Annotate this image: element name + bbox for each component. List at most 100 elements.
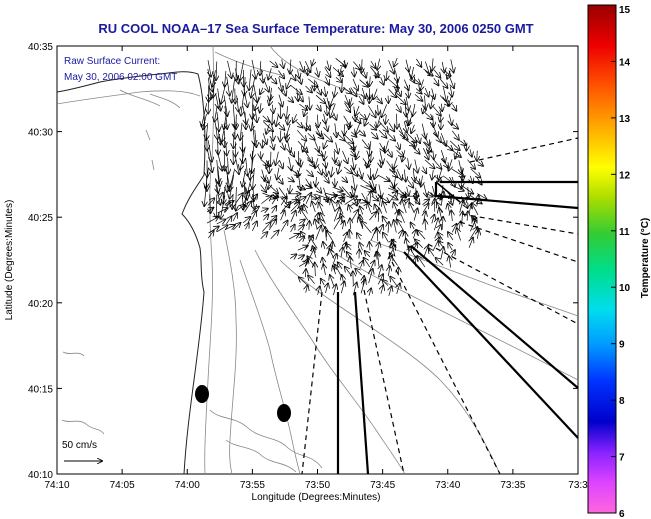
x-tick-label: 73:55 (240, 480, 265, 491)
current-vector (224, 95, 227, 116)
current-vector (333, 208, 339, 222)
current-vector (359, 95, 364, 104)
current-vector (353, 141, 354, 151)
current-vector (449, 140, 460, 150)
current-vector (406, 96, 409, 111)
current-vector (260, 209, 268, 212)
current-vector (216, 220, 226, 224)
chart-title: RU COOL NOAA–17 Sea Surface Temperature:… (98, 21, 533, 36)
current-vector (246, 157, 248, 176)
current-vector (467, 159, 476, 169)
plot-frame (56, 45, 579, 475)
current-vector (323, 264, 325, 276)
current-vector (269, 76, 276, 84)
current-vector (335, 194, 344, 196)
current-vector (349, 205, 351, 213)
current-vector (323, 187, 328, 202)
current-vector (220, 195, 226, 219)
current-vector (315, 226, 321, 240)
current-vector (406, 59, 409, 72)
colorbar-tick-label: 9 (619, 340, 625, 351)
current-vector (314, 183, 321, 193)
current-vector (350, 219, 351, 230)
coastline (56, 71, 206, 475)
current-vector (269, 94, 272, 106)
current-vector (429, 248, 435, 257)
current-vector (468, 186, 469, 198)
y-tick-label: 40:35 (28, 42, 53, 53)
current-vector (353, 283, 357, 296)
current-vector (276, 114, 278, 127)
current-vector (381, 285, 383, 294)
current-vector (233, 213, 237, 222)
current-vector (360, 206, 363, 215)
current-vector (297, 167, 300, 177)
current-vector (215, 178, 218, 193)
current-vector (432, 158, 441, 169)
current-vector (304, 105, 308, 116)
current-vector (217, 159, 219, 183)
current-vector (216, 193, 223, 204)
current-vector (433, 69, 440, 78)
colorbar (587, 4, 617, 514)
current-vector (216, 225, 228, 233)
current-vector (414, 140, 415, 148)
annotation-line: May 30, 2006 02:00 GMT (64, 72, 177, 83)
current-vector (287, 132, 288, 142)
current-vector (286, 106, 287, 119)
current-vector (270, 231, 279, 239)
current-vector (423, 166, 427, 174)
current-vector (377, 58, 380, 70)
current-vector (243, 88, 248, 108)
current-vector (469, 238, 473, 248)
current-vector (396, 103, 401, 112)
current-vector (278, 70, 284, 79)
current-vector (397, 284, 400, 295)
current-vector (368, 269, 373, 284)
current-vector (424, 159, 435, 169)
current-vector (433, 150, 434, 160)
current-vector (448, 95, 451, 106)
current-vector (324, 113, 326, 124)
current-vector (290, 184, 291, 193)
current-vector (356, 150, 360, 160)
current-vector (370, 76, 371, 86)
current-vector (370, 131, 378, 139)
current-vector (263, 133, 267, 144)
current-vector (261, 151, 262, 158)
current-vector (344, 102, 351, 112)
current-vector (297, 246, 308, 250)
current-vector (362, 87, 365, 98)
current-vector (415, 240, 423, 249)
current-vector (390, 253, 398, 266)
current-vector (252, 96, 253, 119)
current-vector (230, 168, 236, 191)
current-vector (386, 70, 387, 80)
current-vector (466, 142, 467, 151)
current-vector (442, 61, 444, 73)
current-vector (404, 169, 405, 182)
current-vector (312, 58, 314, 66)
current-vector (413, 230, 416, 239)
current-vector (388, 60, 395, 73)
scale-label: 50 cm/s (62, 440, 97, 451)
current-vector (206, 208, 213, 212)
current-vector (315, 94, 325, 103)
current-vector (207, 231, 214, 239)
current-vector (333, 285, 336, 296)
station-marker (195, 385, 209, 403)
current-vector (207, 149, 212, 172)
current-vector (296, 121, 302, 128)
current-vector (327, 231, 334, 242)
current-vector (432, 88, 435, 99)
current-vector (335, 159, 339, 166)
current-vector (457, 228, 461, 241)
current-vector (242, 168, 245, 187)
current-vector (263, 78, 269, 92)
current-vector (291, 149, 295, 157)
current-vector (433, 115, 434, 127)
colorbar-tick-label: 15 (619, 5, 631, 16)
current-vector (282, 142, 285, 150)
current-vector (240, 148, 246, 169)
current-vector (342, 150, 348, 163)
